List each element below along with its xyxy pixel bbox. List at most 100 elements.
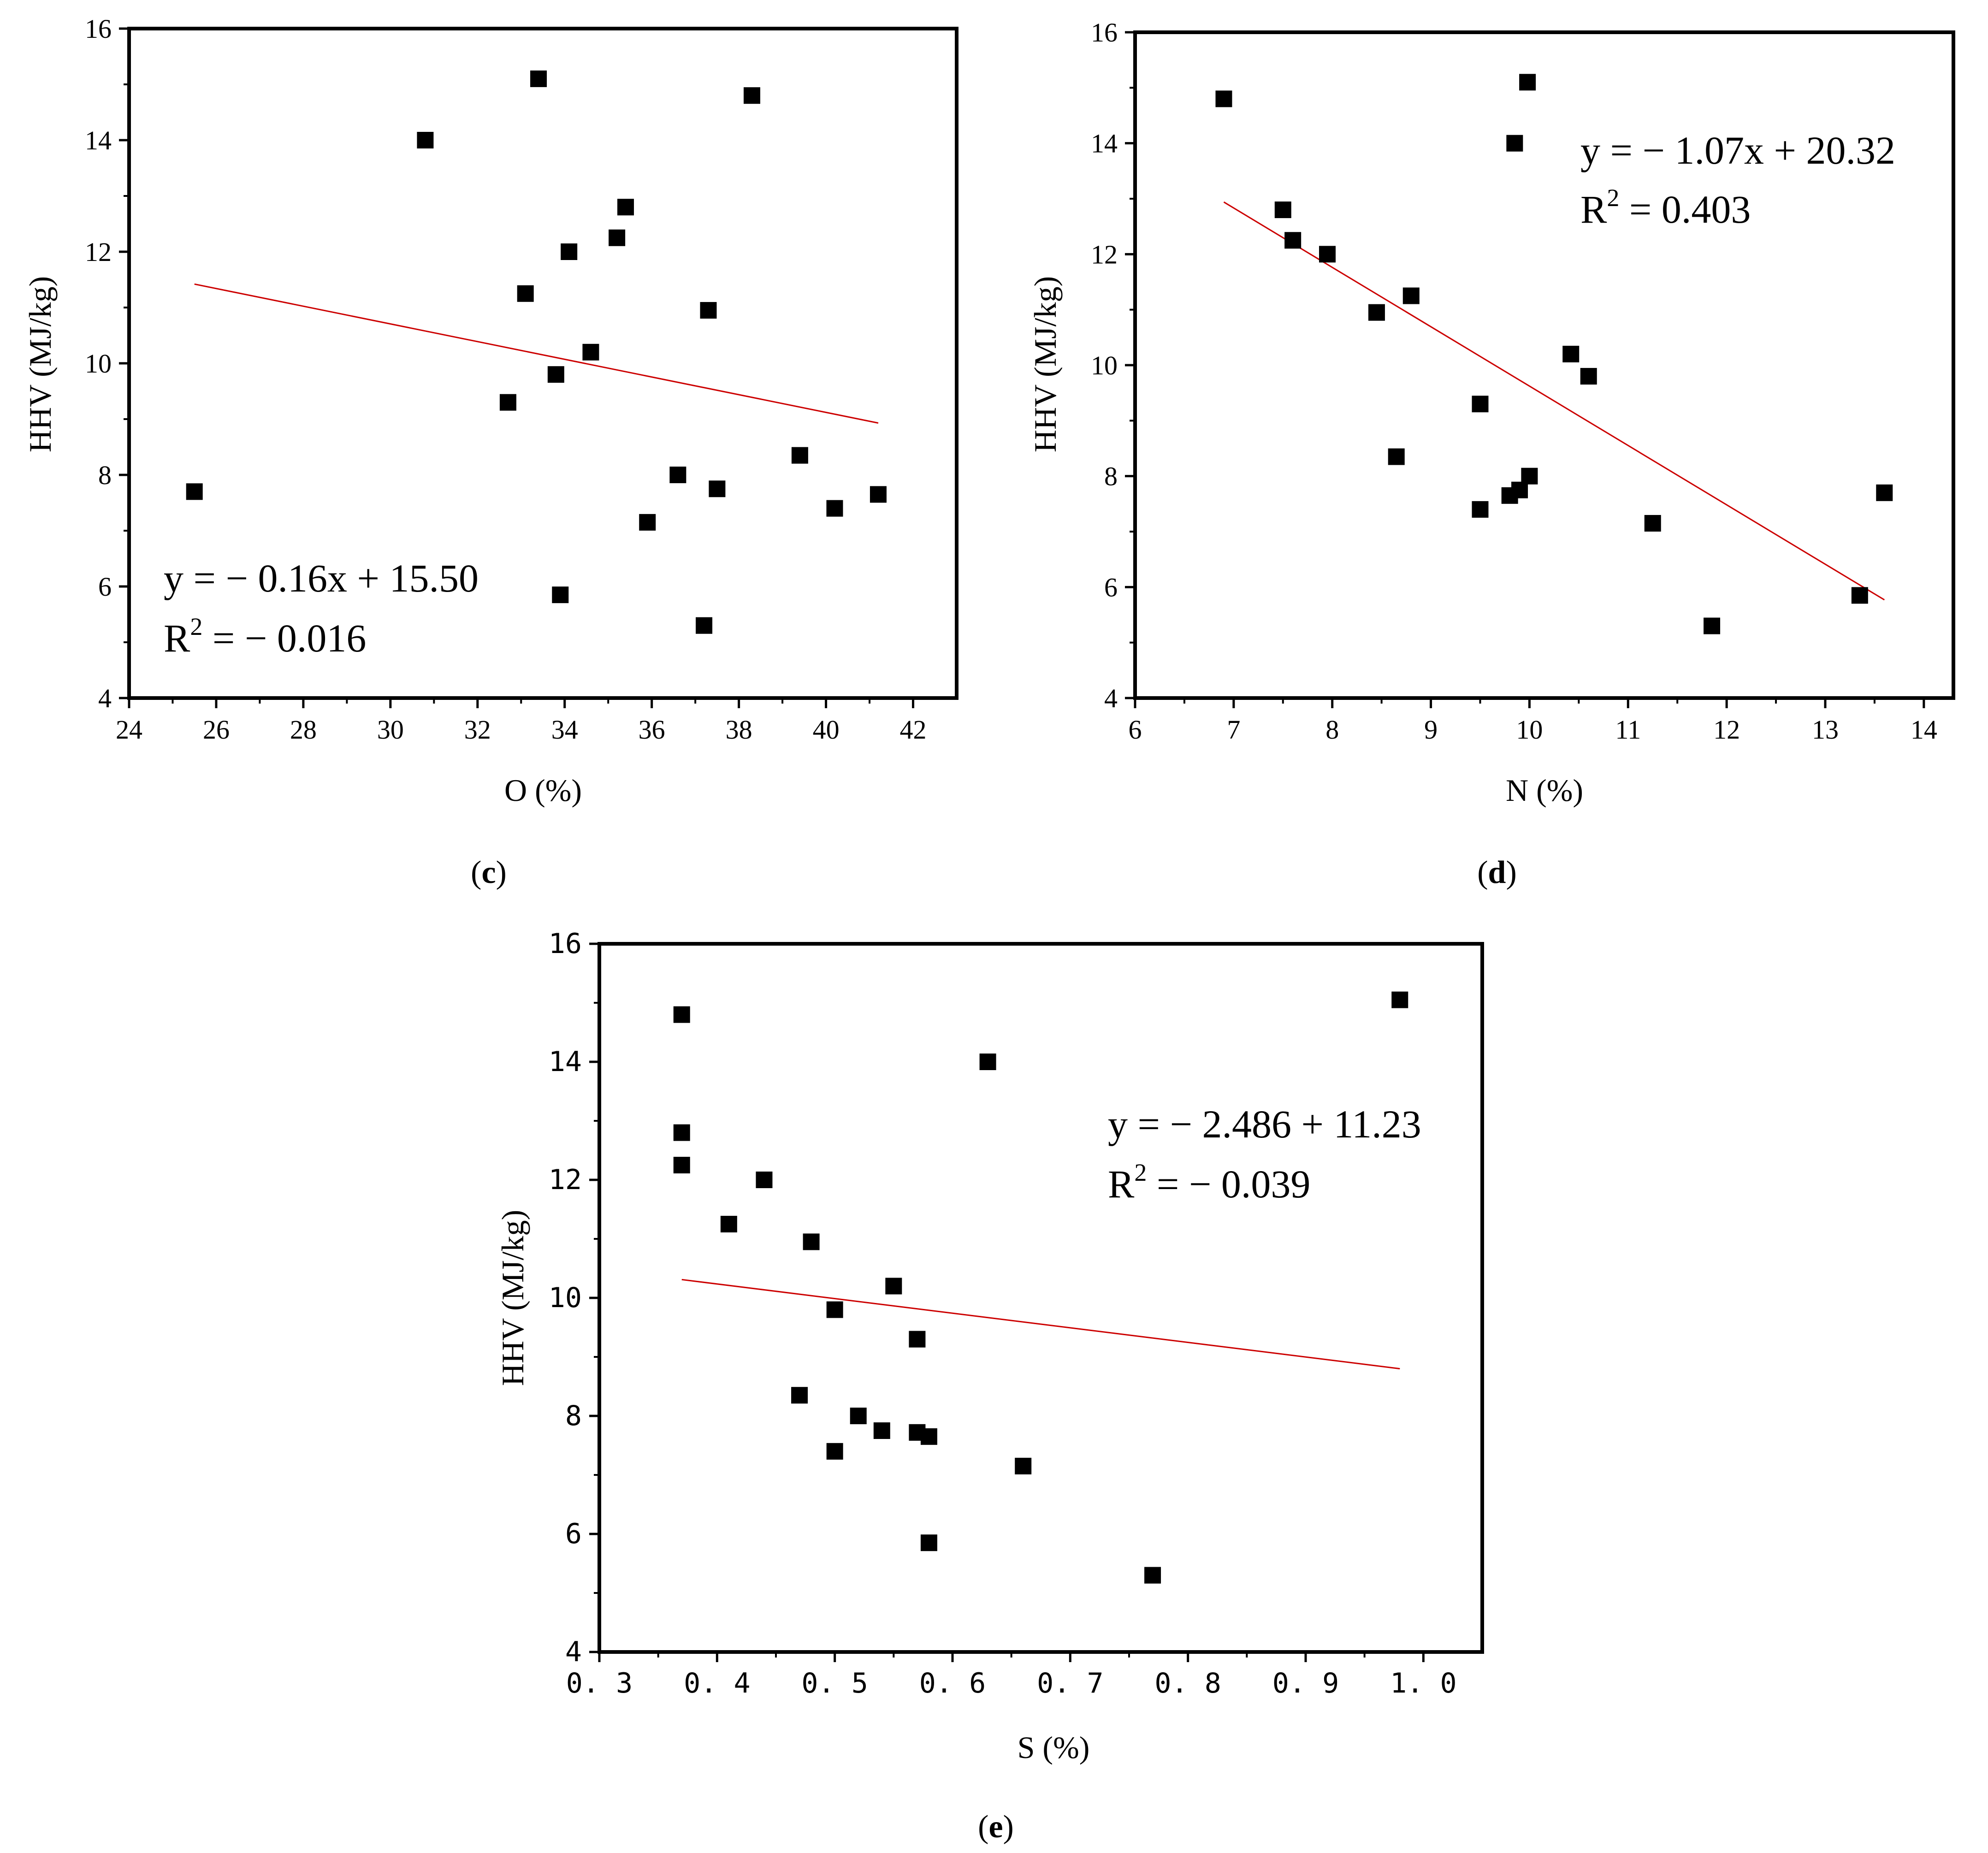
data-point [1215,90,1232,107]
data-point [920,1534,937,1551]
regression-line [194,283,879,424]
panel-label-open: ( [1477,855,1488,890]
y-tick-label: 16 [549,928,582,960]
y-tick-label: 6 [1104,572,1118,602]
y-tick-label: 16 [85,14,112,44]
data-point [696,617,713,634]
data-point [673,1157,690,1173]
x-tick-label: 13 [1812,715,1839,745]
data-point [561,243,578,260]
x-tick-label: 12 [1713,715,1740,745]
r-squared-letter: R [1580,187,1607,231]
x-tick-label: 10 [1516,715,1543,745]
x-tick-label: 40 [813,715,840,745]
y-tick-label: 14 [549,1046,582,1078]
chart-panel-e: 0. 3 0. 4 0. 5 0. 6 0. 7 0. 8 0. 9 1. 0 4 6 8 10 12 1… [495,928,1484,1845]
x-tick-label: 34 [551,715,578,745]
data-point [673,1124,690,1141]
x-tick-label: 28 [290,715,317,745]
x-tick-label: 0. 6 [919,1667,986,1699]
chart-panel-c: 24 26 28 30 32 34 36 38 40 42 4 6 8 10 12 14 16 y = − 0.… [23,14,958,890]
x-tick-label: 6 [1129,715,1142,745]
panel-label-close: ) [1003,1809,1014,1845]
data-point [1274,201,1291,219]
x-tick-label: 0. 9 [1272,1667,1339,1699]
x-tick-label: 11 [1615,715,1641,745]
data-point [673,1006,690,1023]
data-point [1472,501,1489,518]
y-tick-label: 8 [1104,462,1118,491]
x-tick-label: 26 [203,715,230,745]
data-point [826,1301,843,1318]
y-axis-label: HHV (MJ/kg) [23,276,58,452]
y-tick-label: 14 [85,125,112,155]
x-tick-label: 42 [900,715,927,745]
x-tick-label: 36 [639,715,665,745]
x-tick-label: 9 [1424,715,1438,745]
y-tick-label: 6 [565,1518,582,1550]
data-point [1472,396,1489,413]
regression-line [1223,201,1885,601]
x-tick-label: 7 [1227,715,1240,745]
x-tick-label: 24 [116,715,142,745]
equation-line: y = − 0.16x + 15.50 [164,556,479,600]
data-point [609,229,626,246]
x-tick-label: 0. 5 [801,1667,868,1699]
y-tick-label: 14 [1091,129,1118,159]
y-tick-label: 12 [1091,239,1118,269]
x-axis-label: O (%) [504,773,582,808]
data-point [186,483,203,500]
data-point [582,343,599,361]
y-tick-label: 10 [85,349,112,379]
x-tick-label: 0. 8 [1154,1667,1221,1699]
data-point [1876,484,1893,501]
data-point [1704,617,1721,634]
x-tick-label: 32 [464,715,491,745]
data-point [1521,468,1538,485]
data-point [791,1387,808,1404]
x-tick-label: 14 [1911,715,1937,745]
plot-frame [598,942,1484,1654]
panel-label-open: ( [471,855,481,890]
y-tick-label: 4 [1104,683,1118,713]
x-axis-label: S (%) [1018,1730,1090,1765]
data-point [1402,287,1420,304]
r-squared-exponent: 2 [1134,1159,1147,1186]
data-point [826,1443,843,1460]
data-point [920,1428,937,1445]
panel-label: (d) [1477,855,1517,890]
panel-label-close: ) [496,855,507,890]
data-point [1319,246,1336,263]
equation-line: y = − 1.07x + 20.32 [1580,128,1895,172]
y-tick-label: 10 [549,1282,582,1314]
x-tick-label: 0. 7 [1037,1667,1104,1699]
data-point [1391,991,1408,1008]
equation-line: y = − 2.486 + 11.23 [1108,1102,1421,1146]
data-point [547,366,564,383]
data-point [1851,587,1868,604]
x-tick-label: 30 [377,715,404,745]
data-point [1144,1567,1161,1584]
r-squared-letter: R [164,616,190,660]
data-point [1284,232,1302,249]
data-point [1511,481,1528,498]
data-point [979,1054,996,1070]
data-point [1644,515,1661,532]
r-squared-value: = 0.403 [1619,187,1751,231]
data-point [873,1422,890,1439]
y-tick-label: 12 [85,237,112,267]
data-point [756,1172,773,1188]
data-point [1506,135,1523,152]
y-tick-label: 10 [1091,350,1118,380]
r-squared-exponent: 2 [1607,184,1619,212]
y-tick-label: 4 [98,683,112,713]
data-point [669,467,686,483]
y-tick-label: 12 [549,1164,582,1196]
x-tick-label: 0. 4 [684,1667,751,1699]
data-point [1562,345,1580,362]
data-point [885,1278,902,1295]
y-tick-label: 16 [1091,18,1118,47]
r-squared-letter: R [1108,1162,1135,1206]
